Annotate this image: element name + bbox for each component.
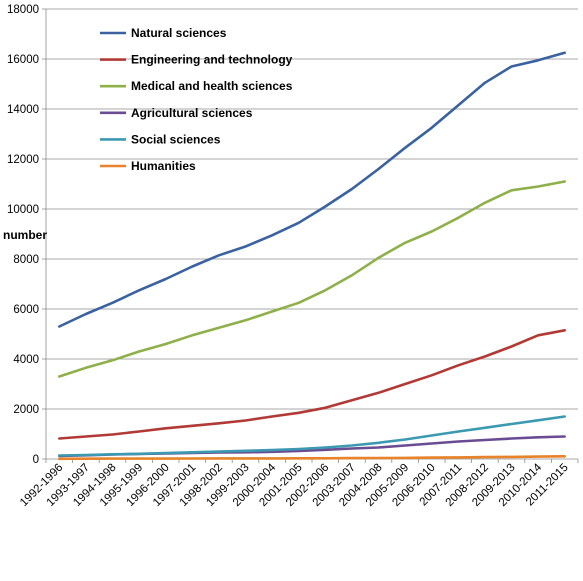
- legend-label: Social sciences: [131, 132, 221, 146]
- legend-label: Humanities: [131, 159, 196, 173]
- gridlines: [46, 8, 578, 410]
- y-tick-label: 14000: [7, 104, 39, 116]
- y-tick-labels: 0 2000 4000 6000 8000 10000 12000 14000 16000 180…: [7, 4, 39, 466]
- series-line-natural-sciences: [57, 51, 567, 328]
- y-axis-title: number: [3, 228, 47, 242]
- y-tick-label: 8000: [13, 254, 39, 266]
- legend-label: Engineering and technology: [131, 53, 293, 67]
- legend-label: Natural sciences: [131, 26, 227, 40]
- y-tick-label: 6000: [13, 304, 39, 316]
- legend: Natural sciences Engineering and technolo…: [100, 26, 293, 173]
- axes: [42, 8, 579, 463]
- series-line-engineering-and-technology: [57, 328, 567, 440]
- x-tick-labels: 1992-19961993-19971994-19981995-19991996…: [18, 461, 571, 509]
- series-lines: [57, 51, 567, 461]
- legend-label: Medical and health sciences: [131, 79, 293, 93]
- y-tick-label: 16000: [7, 54, 39, 66]
- legend-label: Agricultural sciences: [131, 106, 253, 120]
- y-tick-label: 12000: [7, 154, 39, 166]
- y-tick-label: 4000: [13, 354, 39, 366]
- y-tick-label: 2000: [13, 404, 39, 416]
- series-line-humanities: [57, 454, 567, 461]
- series-line-social-sciences: [57, 415, 567, 457]
- series-line-medical-and-health-sciences: [57, 180, 567, 378]
- y-tick-label: 10000: [7, 204, 39, 216]
- y-tick-label: 0: [33, 454, 39, 466]
- y-tick-label: 18000: [7, 4, 39, 16]
